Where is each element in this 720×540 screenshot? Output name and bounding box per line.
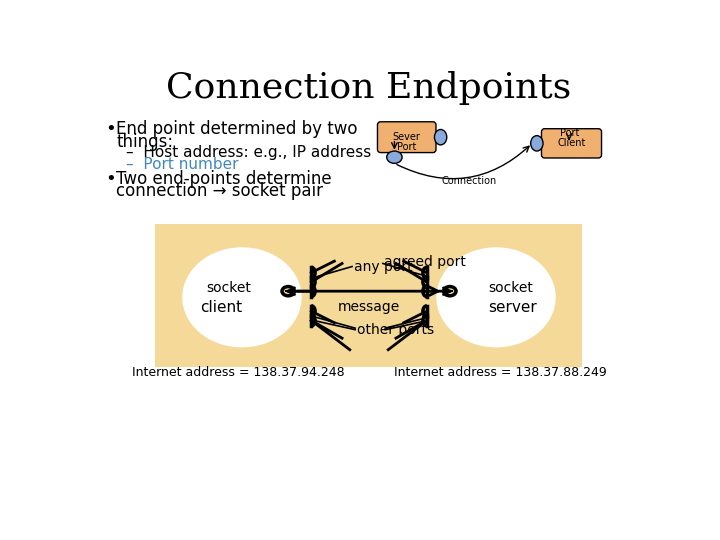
Text: things:: things: xyxy=(117,132,174,151)
Ellipse shape xyxy=(444,287,456,296)
Text: connection → socket pair: connection → socket pair xyxy=(117,182,323,200)
Text: •: • xyxy=(106,170,117,187)
Text: other ports: other ports xyxy=(357,323,435,338)
Text: Sever: Sever xyxy=(393,132,420,142)
Text: socket: socket xyxy=(207,281,251,295)
Text: Client: Client xyxy=(557,138,585,149)
FancyBboxPatch shape xyxy=(541,129,601,158)
Text: Connection: Connection xyxy=(441,176,497,186)
Text: Internet address = 138.37.88.249: Internet address = 138.37.88.249 xyxy=(394,366,606,379)
Text: Connection Endpoints: Connection Endpoints xyxy=(166,71,572,105)
Ellipse shape xyxy=(436,247,556,347)
Ellipse shape xyxy=(387,151,402,164)
Text: Two end-points determine: Two end-points determine xyxy=(117,170,332,187)
Text: message: message xyxy=(338,300,400,314)
Text: –  Port number: – Port number xyxy=(126,157,238,172)
Text: Port: Port xyxy=(559,129,579,138)
Text: socket: socket xyxy=(488,281,533,295)
Text: Internet address = 138.37.94.248: Internet address = 138.37.94.248 xyxy=(132,366,344,379)
Text: –  Host address: e.g., IP address: – Host address: e.g., IP address xyxy=(126,145,371,160)
Text: any port: any port xyxy=(354,260,413,274)
Ellipse shape xyxy=(182,247,302,347)
Text: •: • xyxy=(106,120,117,138)
Ellipse shape xyxy=(531,136,543,151)
Ellipse shape xyxy=(282,287,294,296)
Text: server: server xyxy=(488,300,536,315)
Text: client: client xyxy=(200,300,242,315)
Text: Port: Port xyxy=(397,142,417,152)
FancyBboxPatch shape xyxy=(155,224,582,367)
Text: agreed port: agreed port xyxy=(384,255,467,269)
Ellipse shape xyxy=(434,130,447,145)
Text: End point determined by two: End point determined by two xyxy=(117,120,358,138)
FancyBboxPatch shape xyxy=(377,122,436,153)
